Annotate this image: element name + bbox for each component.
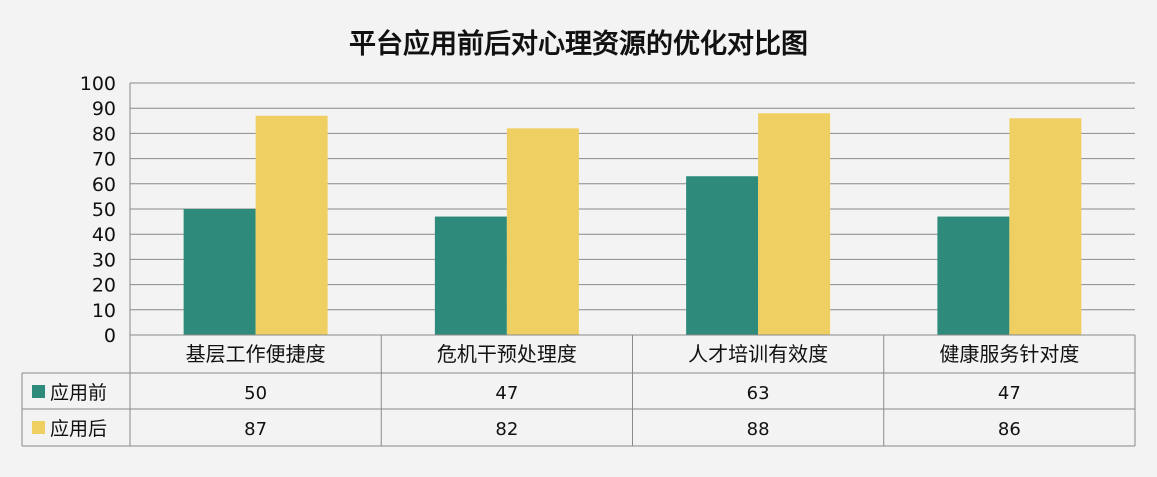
legend-label: 应用前 xyxy=(50,382,107,404)
y-tick-label: 70 xyxy=(92,149,116,171)
data-table-value: 63 xyxy=(747,383,770,404)
chart-title: 平台应用前后对心理资源的优化对比图 xyxy=(349,29,808,60)
data-table-value: 86 xyxy=(998,419,1021,440)
data-table-value: 87 xyxy=(244,419,267,440)
x-category-label: 人才培训有效度 xyxy=(688,342,828,366)
bar-after xyxy=(506,128,579,335)
legend-label: 应用后 xyxy=(50,418,107,440)
data-table-value: 50 xyxy=(244,383,267,404)
y-tick-label: 50 xyxy=(92,199,116,221)
y-tick-label: 30 xyxy=(92,249,116,271)
y-tick-label: 40 xyxy=(92,224,116,246)
bar-after xyxy=(255,115,328,335)
y-tick-label: 60 xyxy=(92,174,116,196)
bar-before xyxy=(183,209,256,335)
y-tick-label: 20 xyxy=(92,275,116,297)
data-table-value: 47 xyxy=(998,383,1021,404)
x-category-label: 危机干预处理度 xyxy=(437,342,577,366)
data-table-value: 88 xyxy=(747,419,770,440)
x-category-label: 健康服务针对度 xyxy=(939,342,1079,366)
bar-after xyxy=(758,113,831,336)
legend-swatch xyxy=(32,421,45,434)
bar-before xyxy=(434,216,507,335)
y-tick-label: 80 xyxy=(92,123,116,145)
y-tick-label: 90 xyxy=(92,98,116,120)
y-tick-label: 10 xyxy=(92,300,116,322)
y-tick-label: 0 xyxy=(104,325,116,347)
legend-swatch xyxy=(32,385,45,398)
bar-after xyxy=(1009,118,1082,335)
x-category-label: 基层工作便捷度 xyxy=(186,342,326,366)
bar-before xyxy=(686,176,759,335)
data-table-value: 47 xyxy=(495,383,518,404)
y-tick-label: 100 xyxy=(80,73,116,95)
data-table-value: 82 xyxy=(495,419,518,440)
bar-before xyxy=(937,216,1010,335)
